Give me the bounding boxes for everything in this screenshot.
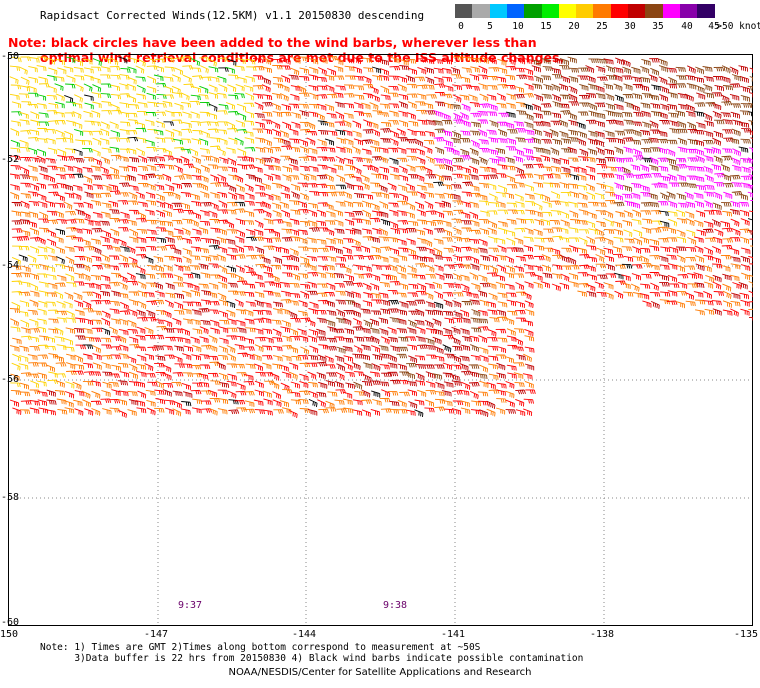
wind-barb-map: [8, 54, 753, 626]
time-label-2: 9:38: [383, 600, 408, 611]
colorbar-label: 45: [708, 21, 720, 32]
map-title: Rapidsact Corrected Winds(12.5KM) v1.1 2…: [40, 9, 425, 22]
latitude-label: -60: [1, 617, 20, 628]
colorbar-label: >50 knots: [716, 21, 760, 32]
colorbar-swatch: [628, 4, 646, 18]
wind-barb-field: [9, 56, 753, 418]
longitude-label: -141: [441, 629, 466, 640]
colorbar-swatch: [558, 4, 577, 18]
wind-map-plot: [8, 54, 753, 626]
colorbar-swatch: [455, 4, 473, 18]
latitude-label: -50: [1, 51, 20, 62]
latitude-label: -56: [1, 374, 20, 385]
colorbar-swatch: [662, 4, 681, 18]
colorbar-label: 35: [652, 21, 664, 32]
colorbar-swatch: [541, 4, 560, 18]
latitude-label: -52: [1, 154, 20, 165]
latitude-label: -54: [1, 260, 20, 271]
colorbar-label: 0: [458, 21, 464, 32]
time-label-1: 9:37: [178, 600, 203, 611]
colorbar-swatch: [472, 4, 491, 18]
colorbar-label: 20: [568, 21, 580, 32]
longitude-label: -150: [0, 629, 19, 640]
footnote: Note: 1) Times are GMT 2)Times along bot…: [40, 642, 584, 664]
note-line-1: Note: black circles have been added to t…: [8, 35, 537, 50]
longitude-label: -138: [590, 629, 615, 640]
colorbar-label: 25: [596, 21, 608, 32]
colorbar-swatch: [489, 4, 508, 18]
colorbar-label: 15: [540, 21, 552, 32]
credit-line: NOAA/NESDIS/Center for Satellite Applica…: [228, 667, 532, 678]
latitude-label: -58: [1, 492, 20, 503]
map-frame: [8, 54, 753, 626]
colorbar-swatch: [610, 4, 629, 18]
colorbar-swatch: [524, 4, 542, 18]
colorbar-swatch: [697, 4, 715, 18]
longitude-label: -147: [144, 629, 169, 640]
colorbar-swatch: [593, 4, 612, 18]
colorbar-swatch: [645, 4, 664, 18]
longitude-label: -144: [292, 629, 317, 640]
colorbar-label: 30: [624, 21, 636, 32]
colorbar-label: 10: [512, 21, 524, 32]
longitude-label: -135: [734, 629, 759, 640]
colorbar-label: 40: [681, 21, 693, 32]
colorbar-swatch: [506, 4, 525, 18]
colorbar-swatch: [576, 4, 594, 18]
colorbar-swatch: [679, 4, 698, 18]
colorbar-label: 5: [487, 21, 493, 32]
